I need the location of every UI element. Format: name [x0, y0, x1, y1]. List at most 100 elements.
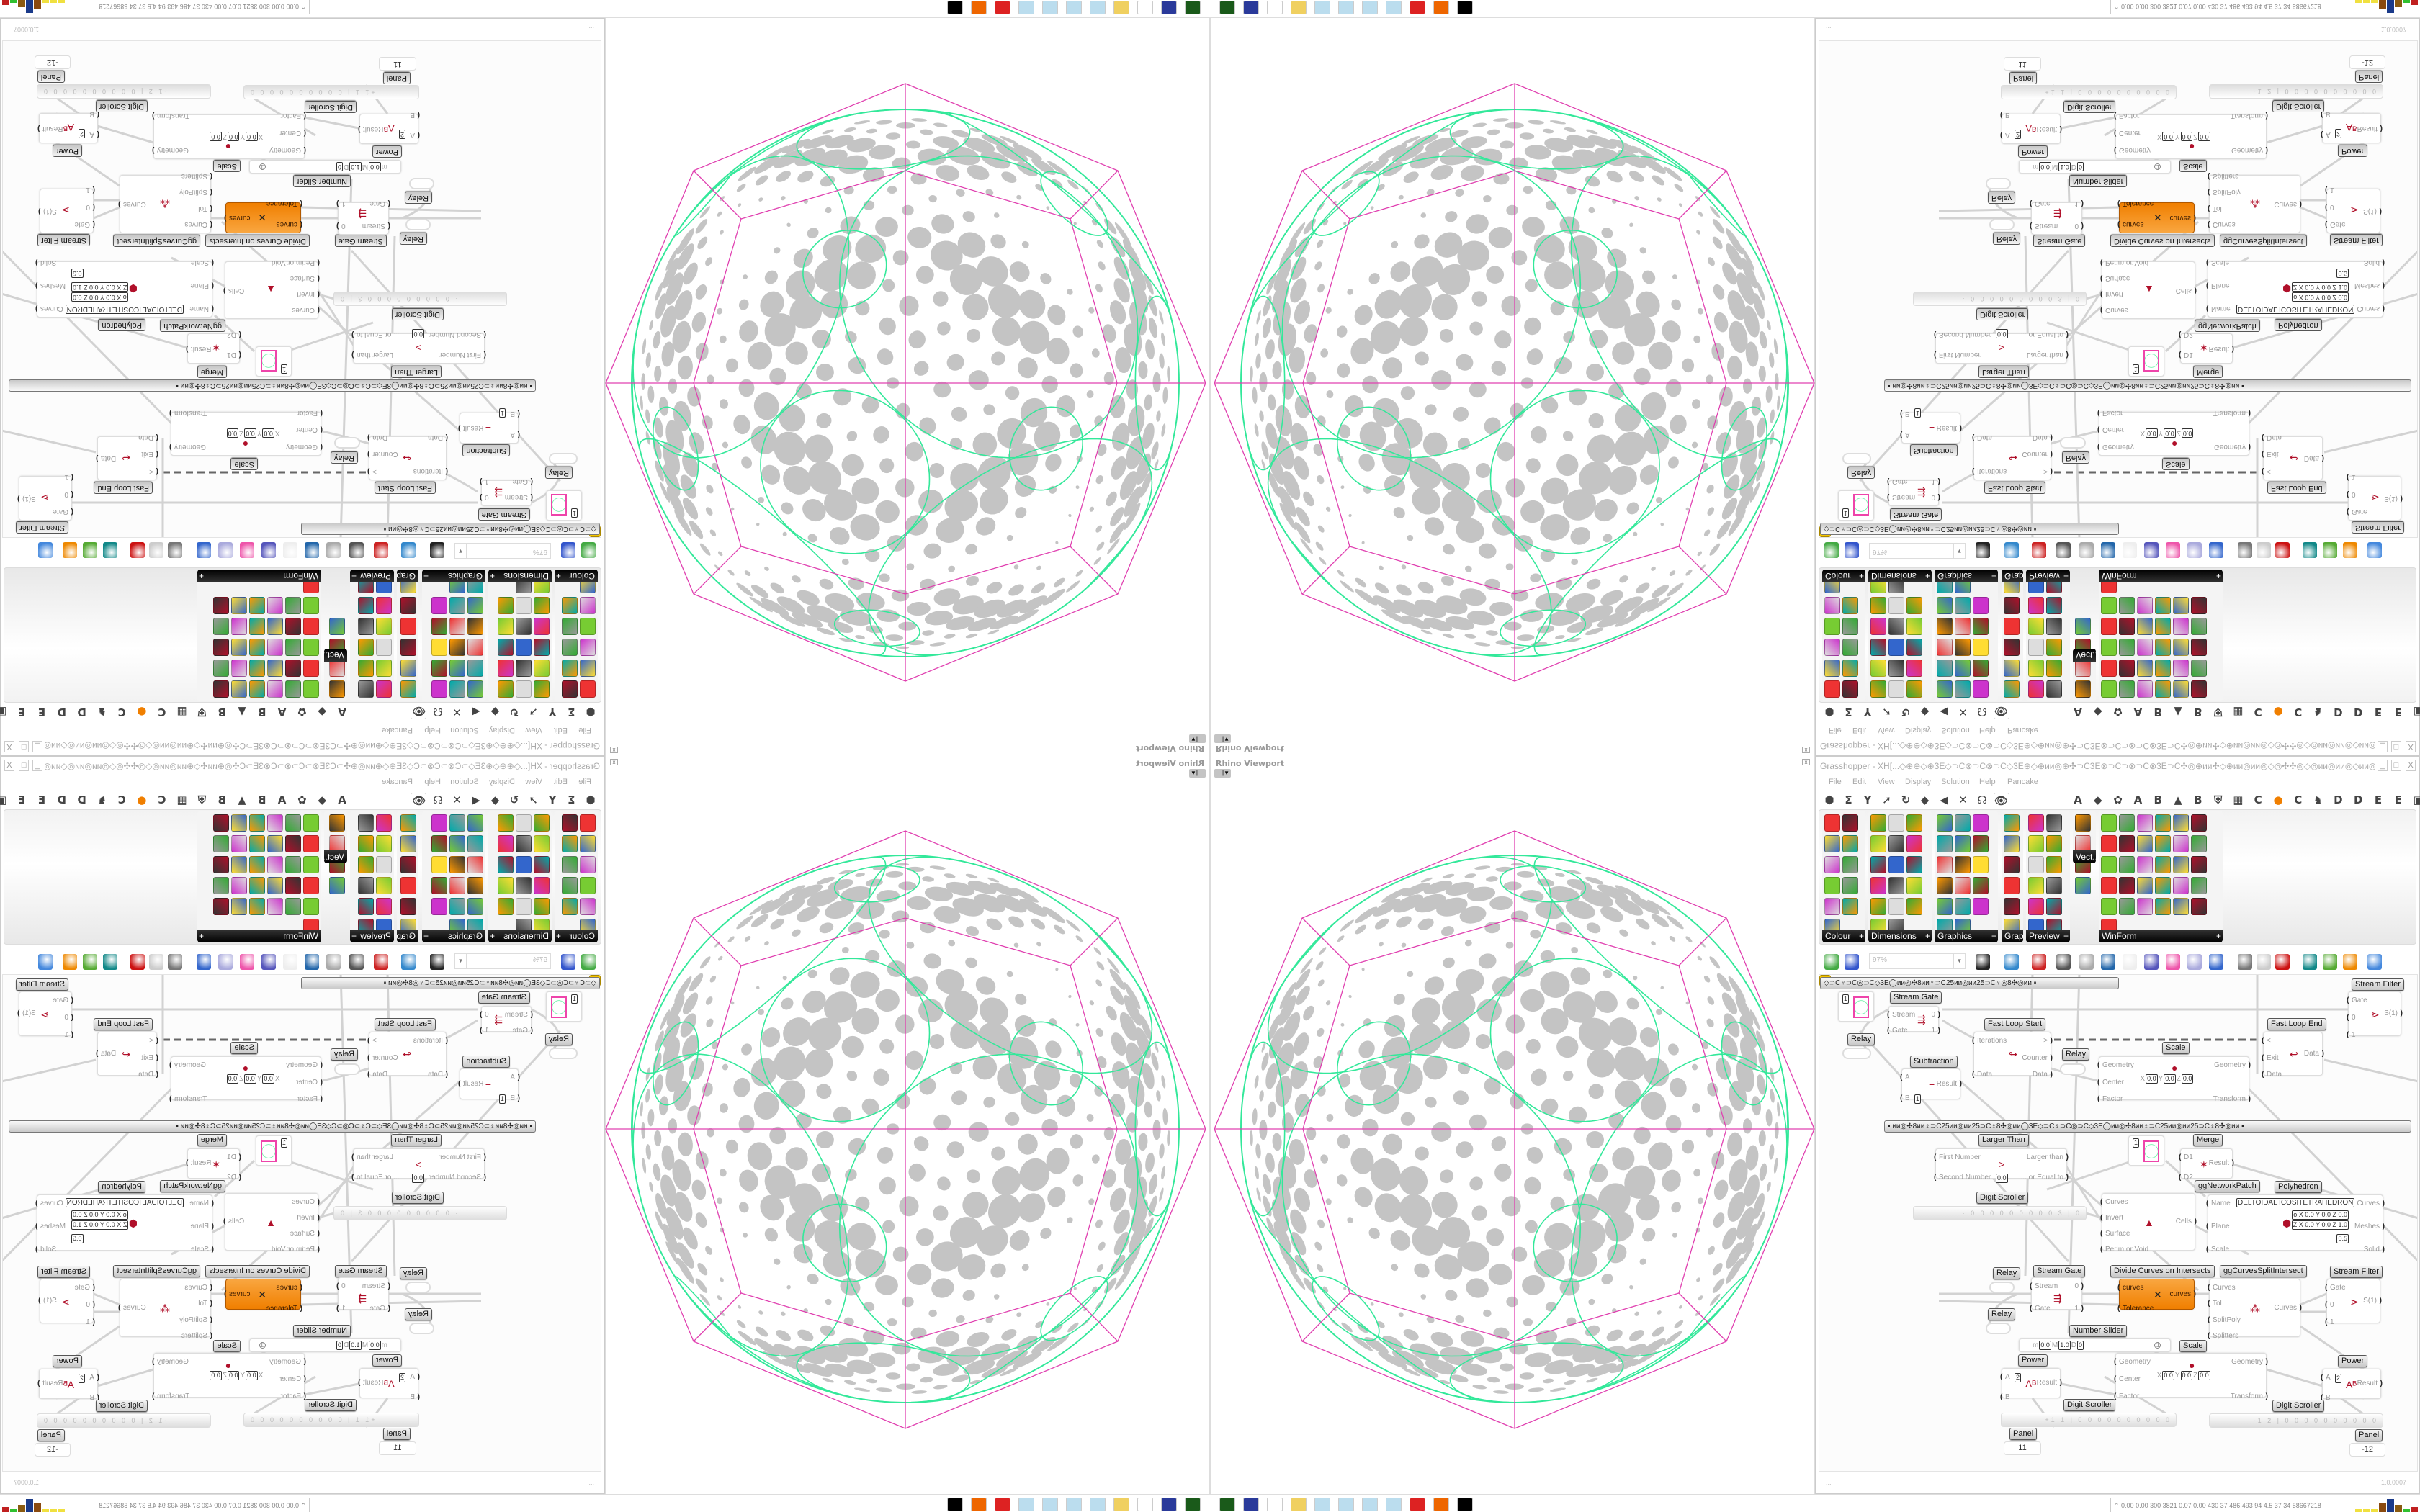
- tab-letter-11[interactable]: C: [2294, 793, 2303, 806]
- tab-letter-6[interactable]: B: [218, 706, 226, 719]
- ordinate-icon[interactable]: [1888, 856, 1904, 873]
- component-label[interactable]: Relay: [399, 233, 427, 245]
- folder-icon[interactable]: [1113, 1, 1129, 14]
- palette-group-label[interactable]: Graphics +: [1935, 930, 1998, 942]
- slider-max[interactable]: 1.0: [349, 162, 362, 171]
- colour-wheel-icon[interactable]: [580, 814, 596, 832]
- component-label[interactable]: Subtraction: [462, 1056, 510, 1068]
- tab-letter-10[interactable]: ●: [2273, 793, 2283, 806]
- input-tol[interactable]: Tol: [2208, 1300, 2222, 1308]
- inkscape-icon[interactable]: [947, 1, 963, 14]
- tab-letter-13[interactable]: D: [2334, 793, 2343, 806]
- render-icon[interactable]: [376, 835, 392, 852]
- red-blobs-icon[interactable]: [2028, 618, 2044, 635]
- tab-letter-8[interactable]: ▦: [2233, 793, 2244, 806]
- palette-group-label[interactable]: Preview +: [350, 930, 394, 942]
- notepad-icon[interactable]: [1314, 1, 1330, 14]
- canvas-snapshot-icon[interactable]: [2123, 954, 2137, 970]
- input-curves[interactable]: Curves: [292, 305, 315, 314]
- component-label[interactable]: Panel: [37, 71, 65, 83]
- param-value[interactable]: 0.0: [1996, 1174, 2008, 1183]
- zoom-level-select[interactable]: 97% ▼: [454, 953, 551, 969]
- input-data[interactable]: Data: [138, 433, 153, 441]
- output-transform[interactable]: Transform: [2213, 1095, 2251, 1104]
- palette-group-label[interactable]: Graphics +: [422, 570, 485, 582]
- grasshopper-canvas[interactable]: ◇⊃C♀⊃C◎⊃C◇3E◯ии◎✣8ии♀⊃C25ии◎ии25⊃C♀◎8✣◎и…: [2, 40, 601, 538]
- toggle-icon[interactable]: [231, 877, 247, 894]
- inkscape-icon[interactable]: [1457, 1, 1473, 14]
- palette-group-label[interactable]: Grap..: [2002, 930, 2023, 942]
- next-icon[interactable]: [2119, 597, 2135, 614]
- minimize-button[interactable]: _: [2378, 741, 2388, 752]
- tab-icon-1[interactable]: Σ: [1845, 793, 1852, 806]
- next-icon[interactable]: [2119, 898, 2135, 915]
- eye-icon[interactable]: [431, 680, 447, 698]
- dimension-angle-icon[interactable]: [498, 814, 514, 832]
- output-result[interactable]: Result: [2209, 344, 2229, 353]
- output-result[interactable]: Result: [2357, 1380, 2383, 1388]
- menu-file[interactable]: File: [578, 726, 591, 734]
- preview-eye-icon[interactable]: [2004, 542, 2019, 558]
- numbered-list-icon[interactable]: [2119, 877, 2135, 894]
- component-merge[interactable]: D1D2Result✶: [2179, 1148, 2234, 1182]
- input-iterations[interactable]: Iterations: [1972, 1037, 2007, 1045]
- ring-icon[interactable]: [467, 618, 483, 635]
- button-strip-icon[interactable]: [2191, 639, 2207, 656]
- output--or-equal-to[interactable]: ... or Equal to: [2021, 330, 2063, 338]
- prism-icon[interactable]: [1842, 898, 1858, 915]
- param-value[interactable]: 1: [1914, 1094, 1922, 1104]
- output-data[interactable]: Data: [372, 1071, 387, 1079]
- component-scale[interactable]: GeometryCenterFactorGeometryTransformX0.…: [153, 1353, 305, 1400]
- param-value[interactable]: 0.0: [262, 428, 274, 438]
- bake-blue-icon[interactable]: [38, 954, 53, 970]
- component-label[interactable]: Fast Loop Start: [374, 1018, 436, 1030]
- text-t2-icon[interactable]: [1955, 660, 1971, 677]
- component-stream-gate[interactable]: StreamGate01⇶: [338, 1277, 389, 1313]
- save-disk-icon[interactable]: [1161, 1, 1177, 14]
- input-name[interactable]: Name: [2206, 1200, 2231, 1208]
- output--or-equal-to[interactable]: ... or Equal to: [357, 330, 399, 338]
- input-b[interactable]: B: [2321, 1394, 2330, 1403]
- relay-body[interactable]: [405, 219, 431, 230]
- stats-toggle-icon[interactable]: ⌃: [2114, 1502, 2122, 1509]
- palette-group-label[interactable]: WinForm +: [2099, 570, 2223, 582]
- component-label[interactable]: Digit Scroller: [1976, 1192, 2029, 1204]
- range-icon[interactable]: [267, 660, 283, 677]
- input-factor[interactable]: Factor: [2119, 111, 2139, 120]
- component-label[interactable]: Subtraction: [1910, 1056, 1958, 1068]
- dimension-angle-icon[interactable]: [1906, 814, 1922, 832]
- slider-max[interactable]: 1.0: [2058, 1341, 2071, 1350]
- param-value[interactable]: 0.0: [226, 428, 239, 438]
- person-icon[interactable]: [2173, 835, 2189, 852]
- cluster-icon[interactable]: [2056, 954, 2071, 970]
- relay-body[interactable]: [1842, 1048, 1871, 1059]
- legend-icon[interactable]: [2004, 660, 2020, 677]
- disc-icon[interactable]: [1937, 814, 1953, 832]
- colour-cube-icon[interactable]: [580, 835, 596, 852]
- save-icon[interactable]: [1845, 542, 1859, 558]
- param-value[interactable]: 0.0: [210, 132, 222, 141]
- input-factor[interactable]: Factor: [2114, 1392, 2139, 1401]
- component-label[interactable]: Scale: [213, 1340, 241, 1352]
- tab-icon-3[interactable]: ➚: [529, 706, 538, 719]
- tab-icon-2[interactable]: Y: [1863, 793, 1872, 806]
- leader-icon[interactable]: [516, 660, 532, 677]
- component-label[interactable]: Digit Scroller: [304, 101, 357, 113]
- menu-solution[interactable]: Solution: [450, 778, 479, 786]
- grid-icon[interactable]: [1870, 618, 1886, 635]
- split-icon[interactable]: [267, 639, 283, 656]
- tab-icon-4[interactable]: ↻: [1901, 706, 1911, 719]
- bulb-icon[interactable]: [2187, 954, 2202, 970]
- red-sphere-2-icon[interactable]: [1824, 898, 1840, 915]
- relay-body[interactable]: [549, 453, 578, 464]
- component-label[interactable]: Stream Gate: [2033, 1265, 2086, 1277]
- palette-group-label[interactable]: Dimensions +: [488, 570, 552, 582]
- slider-min[interactable]: 0.0: [2039, 162, 2051, 171]
- component-label[interactable]: Number Slider: [292, 1325, 351, 1337]
- progress-icon[interactable]: [2191, 618, 2207, 635]
- input-a[interactable]: A: [410, 130, 415, 139]
- plane-values[interactable]: o X 0.0 Y 0.0 Z 0.0: [71, 292, 128, 302]
- palette-group-label[interactable]: WinForm +: [2099, 930, 2223, 942]
- input-center[interactable]: Center: [2097, 1079, 2124, 1087]
